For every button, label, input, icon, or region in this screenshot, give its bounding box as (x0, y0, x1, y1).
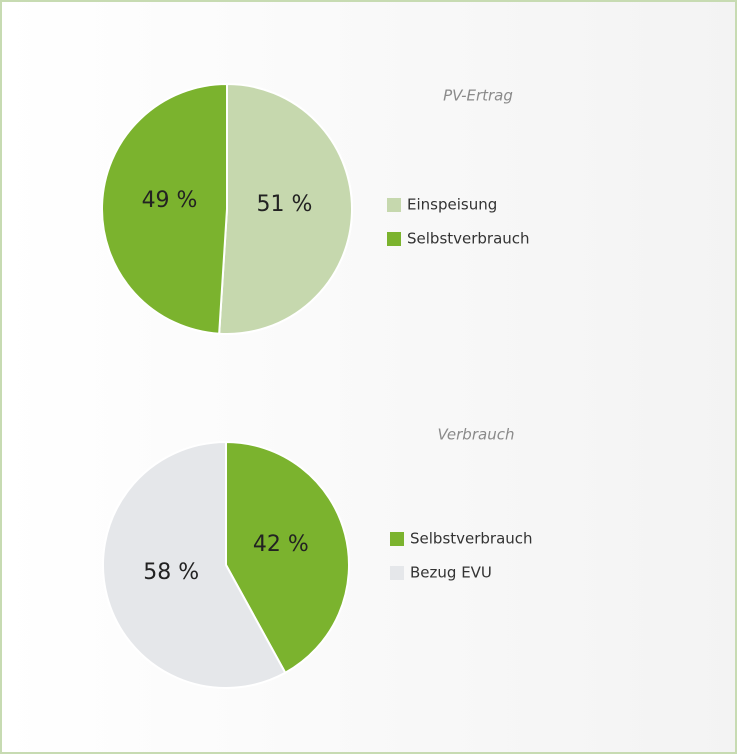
legend-swatch (390, 566, 404, 580)
chart-title: Verbrauch (438, 426, 515, 444)
pie-slice (218, 82, 354, 335)
pie-slice (101, 82, 228, 335)
data-label: 51 % (257, 192, 313, 217)
legend-label: Bezug EVU (410, 564, 492, 582)
pie-slice (225, 440, 350, 675)
legend-swatch (387, 232, 401, 246)
data-label: 49 % (142, 188, 198, 213)
legend-label: Selbstverbrauch (410, 530, 533, 548)
legend-label: Selbstverbrauch (407, 230, 530, 248)
chart-title: PV-Ertrag (443, 87, 513, 105)
pie-slice (102, 440, 287, 689)
legend-label: Einspeisung (407, 196, 497, 214)
data-label: 58 % (143, 560, 199, 585)
data-label: 42 % (253, 532, 309, 557)
legend-swatch (390, 532, 404, 546)
legend-swatch (387, 198, 401, 212)
